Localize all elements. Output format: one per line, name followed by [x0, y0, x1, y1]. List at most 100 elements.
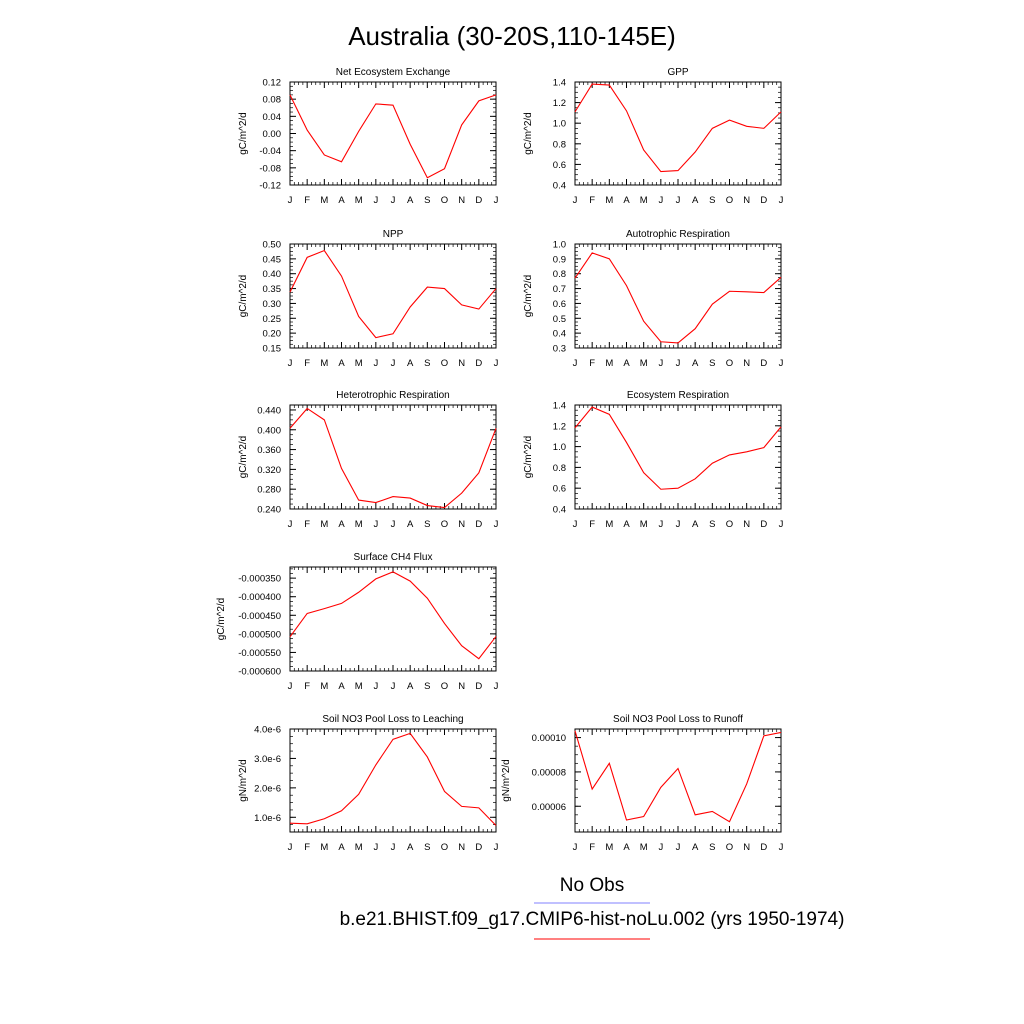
y-tick-label: 0.40 [263, 269, 282, 280]
y-axis-label: gC/m^2/d [238, 112, 249, 155]
y-tick-label: -0.08 [259, 163, 281, 174]
y-axis-label: gC/m^2/d [523, 275, 534, 318]
series-line [289, 732, 497, 826]
x-tick-label: J [494, 681, 499, 692]
x-tick-label: M [320, 519, 328, 530]
y-tick-label: 1.2 [553, 98, 566, 109]
x-tick-label: D [475, 358, 482, 369]
y-tick-label: 1.0 [553, 119, 566, 130]
x-tick-label: J [676, 842, 681, 853]
x-tick-label: N [458, 681, 465, 692]
x-tick-label: M [605, 519, 613, 530]
x-tick-label: J [391, 519, 396, 530]
x-tick-label: J [288, 195, 293, 206]
y-tick-label: 0.30 [263, 299, 282, 310]
y-tick-label: 1.0 [553, 240, 566, 251]
x-tick-label: N [458, 519, 465, 530]
y-axis-label: gC/m^2/d [523, 436, 534, 479]
x-tick-label: D [760, 519, 767, 530]
x-tick-label: N [743, 842, 750, 853]
plot-frame [574, 728, 782, 833]
y-axis-label: gN/m^2/d [501, 759, 512, 802]
x-tick-label: A [692, 519, 699, 530]
y-tick-label: 0.08 [263, 95, 282, 106]
x-tick-label: O [726, 842, 733, 853]
x-tick-label: N [458, 842, 465, 853]
y-tick-label: 0.04 [263, 112, 282, 123]
x-tick-label: D [475, 195, 482, 206]
x-tick-label: J [373, 842, 378, 853]
x-tick-label: N [743, 519, 750, 530]
y-tick-label: -0.000600 [238, 667, 281, 678]
x-tick-label: A [338, 842, 345, 853]
x-tick-label: O [726, 358, 733, 369]
x-tick-label: J [288, 358, 293, 369]
x-tick-label: M [320, 195, 328, 206]
x-tick-label: J [373, 681, 378, 692]
x-tick-label: M [355, 519, 363, 530]
panel-title: GPP [667, 67, 688, 78]
x-tick-label: D [760, 358, 767, 369]
y-tick-label: 0.440 [257, 405, 281, 416]
x-tick-label: J [658, 358, 663, 369]
x-tick-label: O [726, 519, 733, 530]
y-tick-label: 0.320 [257, 465, 281, 476]
x-tick-label: M [355, 195, 363, 206]
y-tick-label: 0.5 [553, 314, 566, 325]
y-axis-label: gC/m^2/d [238, 275, 249, 318]
x-tick-label: J [779, 842, 784, 853]
x-tick-label: J [494, 519, 499, 530]
x-tick-label: J [658, 195, 663, 206]
panel-title: Soil NO3 Pool Loss to Runoff [613, 714, 743, 725]
x-tick-label: A [338, 681, 345, 692]
y-tick-label: 0.3 [553, 344, 566, 355]
x-tick-label: J [288, 519, 293, 530]
x-tick-label: O [726, 195, 733, 206]
x-tick-label: M [355, 358, 363, 369]
series-line [574, 730, 782, 823]
y-tick-label: 1.2 [553, 421, 566, 432]
x-tick-label: J [573, 358, 578, 369]
x-tick-label: J [676, 358, 681, 369]
x-tick-label: J [391, 358, 396, 369]
legend: No Obs b.e21.BHIST.f09_g17.CMIP6-hist-no… [340, 875, 844, 940]
y-tick-label: 0.280 [257, 485, 281, 496]
y-tick-label: 0.400 [257, 425, 281, 436]
x-tick-label: D [475, 842, 482, 853]
x-tick-label: F [589, 195, 595, 206]
x-tick-label: J [288, 842, 293, 853]
y-tick-label: 1.0 [553, 442, 566, 453]
y-tick-label: 0.360 [257, 445, 281, 456]
x-tick-label: S [709, 195, 715, 206]
x-tick-label: F [589, 842, 595, 853]
x-tick-label: J [779, 195, 784, 206]
y-tick-label: 0.6 [553, 484, 566, 495]
y-tick-label: -0.000400 [238, 592, 281, 603]
y-tick-label: -0.000350 [238, 574, 281, 585]
panel-title: NPP [383, 229, 404, 240]
y-tick-label: 4.0e-6 [254, 725, 281, 736]
x-tick-label: A [623, 842, 630, 853]
y-tick-label: 0.7 [553, 284, 566, 295]
x-tick-label: A [407, 842, 414, 853]
series-line [574, 252, 782, 344]
x-tick-label: N [458, 358, 465, 369]
x-tick-label: O [441, 681, 448, 692]
y-tick-label: 0.9 [553, 254, 566, 265]
x-tick-label: D [475, 681, 482, 692]
x-tick-label: A [623, 358, 630, 369]
series-line [574, 406, 782, 490]
y-tick-label: -0.04 [259, 146, 281, 157]
x-tick-label: F [304, 681, 310, 692]
x-tick-label: M [605, 195, 613, 206]
x-tick-label: J [676, 519, 681, 530]
y-tick-label: 0.15 [263, 344, 282, 355]
x-tick-label: M [640, 358, 648, 369]
y-tick-label: 0.00 [263, 129, 282, 140]
y-tick-label: 0.8 [553, 139, 566, 150]
y-axis-label: gC/m^2/d [216, 598, 227, 641]
